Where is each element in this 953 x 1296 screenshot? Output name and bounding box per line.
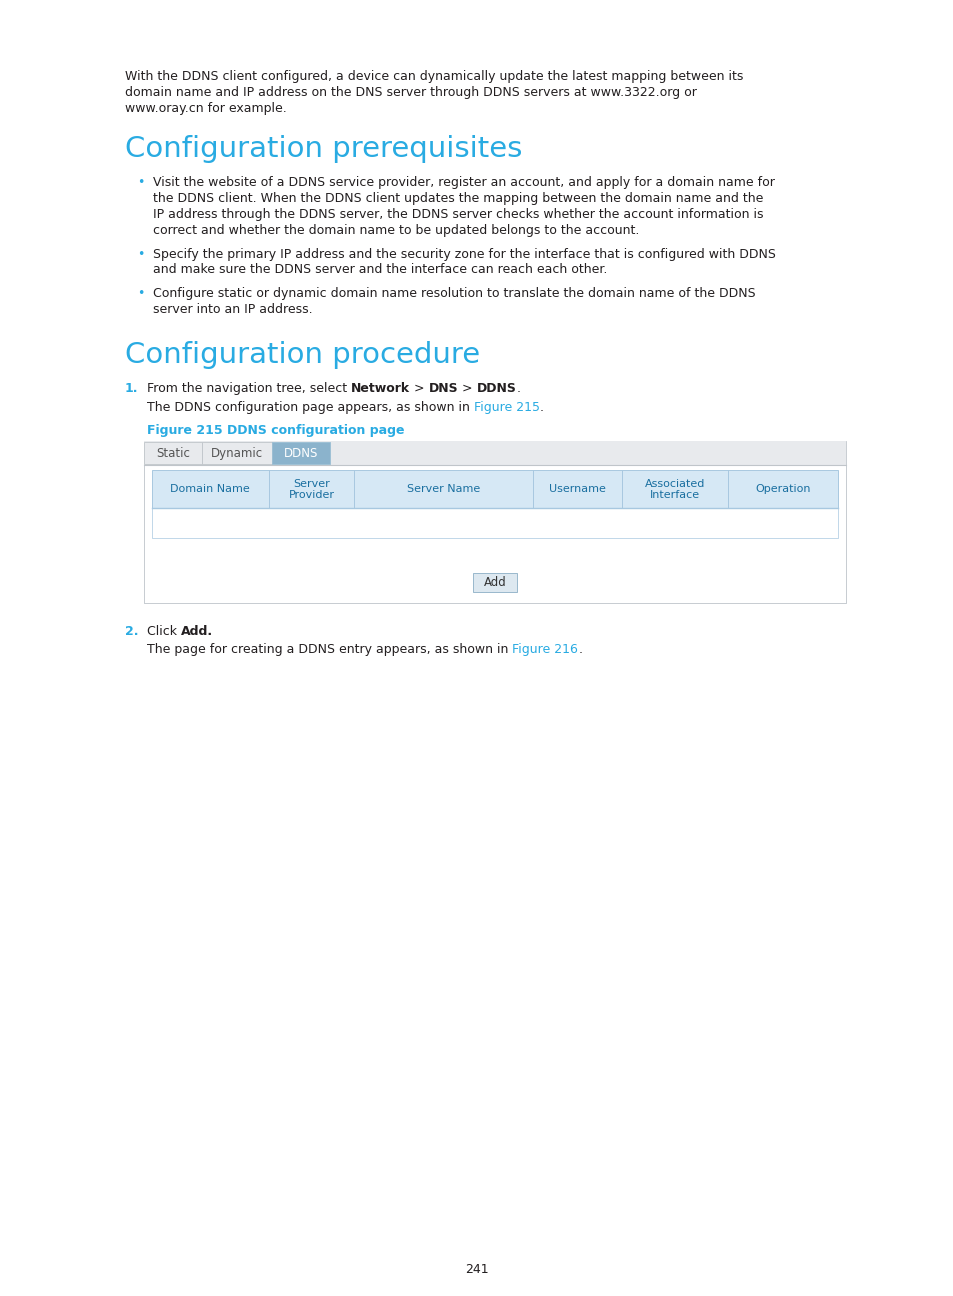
Text: server into an IP address.: server into an IP address. [152,303,313,316]
Text: Visit the website of a DDNS service provider, register an account, and apply for: Visit the website of a DDNS service prov… [152,176,774,189]
Text: Server
Provider: Server Provider [288,478,335,500]
Text: Add.: Add. [181,626,213,639]
Text: The page for creating a DDNS entry appears, as shown in: The page for creating a DDNS entry appea… [147,643,512,656]
Text: .: . [517,382,520,395]
Text: With the DDNS client configured, a device can dynamically update the latest mapp: With the DDNS client configured, a devic… [125,70,742,83]
Text: .: . [578,643,581,656]
Text: correct and whether the domain name to be updated belongs to the account.: correct and whether the domain name to b… [152,224,639,237]
FancyBboxPatch shape [152,470,837,508]
Text: 241: 241 [465,1264,488,1277]
Text: IP address through the DDNS server, the DDNS server checks whether the account i: IP address through the DDNS server, the … [152,207,762,222]
FancyBboxPatch shape [473,573,517,592]
FancyBboxPatch shape [144,465,845,604]
Text: Network: Network [351,382,410,395]
FancyBboxPatch shape [144,442,845,465]
Text: DDNS: DDNS [283,447,318,460]
Text: >: > [457,382,476,395]
Text: •: • [137,288,144,301]
Text: Dynamic: Dynamic [211,447,263,460]
Text: •: • [137,248,144,260]
Text: Figure 215: Figure 215 [474,400,539,413]
Text: the DDNS client. When the DDNS client updates the mapping between the domain nam: the DDNS client. When the DDNS client up… [152,192,762,205]
Text: DDNS: DDNS [476,382,517,395]
Text: .: . [539,400,543,413]
Text: The DDNS configuration page appears, as shown in: The DDNS configuration page appears, as … [147,400,474,413]
Text: Figure 216: Figure 216 [512,643,578,656]
Text: >: > [410,382,428,395]
Text: Configure static or dynamic domain name resolution to translate the domain name : Configure static or dynamic domain name … [152,288,755,301]
Text: DNS: DNS [428,382,457,395]
Text: Username: Username [548,485,605,494]
FancyBboxPatch shape [144,442,202,464]
Text: Configuration prerequisites: Configuration prerequisites [125,135,522,163]
Text: Add: Add [483,577,506,590]
FancyBboxPatch shape [202,442,272,464]
Text: domain name and IP address on the DNS server through DDNS servers at www.3322.or: domain name and IP address on the DNS se… [125,86,696,98]
FancyBboxPatch shape [272,442,330,464]
Text: Click: Click [147,626,181,639]
Text: Configuration procedure: Configuration procedure [125,341,479,369]
Text: Domain Name: Domain Name [171,485,250,494]
Text: Figure 215 DDNS configuration page: Figure 215 DDNS configuration page [147,424,404,437]
Text: and make sure the DDNS server and the interface can reach each other.: and make sure the DDNS server and the in… [152,263,607,276]
FancyBboxPatch shape [144,442,845,604]
Text: Associated
Interface: Associated Interface [644,478,704,500]
Text: From the navigation tree, select: From the navigation tree, select [147,382,351,395]
Text: Specify the primary IP address and the security zone for the interface that is c: Specify the primary IP address and the s… [152,248,775,260]
Text: 1.: 1. [125,382,138,395]
Text: Server Name: Server Name [407,485,479,494]
Text: •: • [137,176,144,189]
FancyBboxPatch shape [152,508,837,538]
Text: 2.: 2. [125,626,138,639]
Text: Static: Static [156,447,190,460]
Text: www.oray.cn for example.: www.oray.cn for example. [125,101,287,114]
Text: Operation: Operation [755,485,810,494]
